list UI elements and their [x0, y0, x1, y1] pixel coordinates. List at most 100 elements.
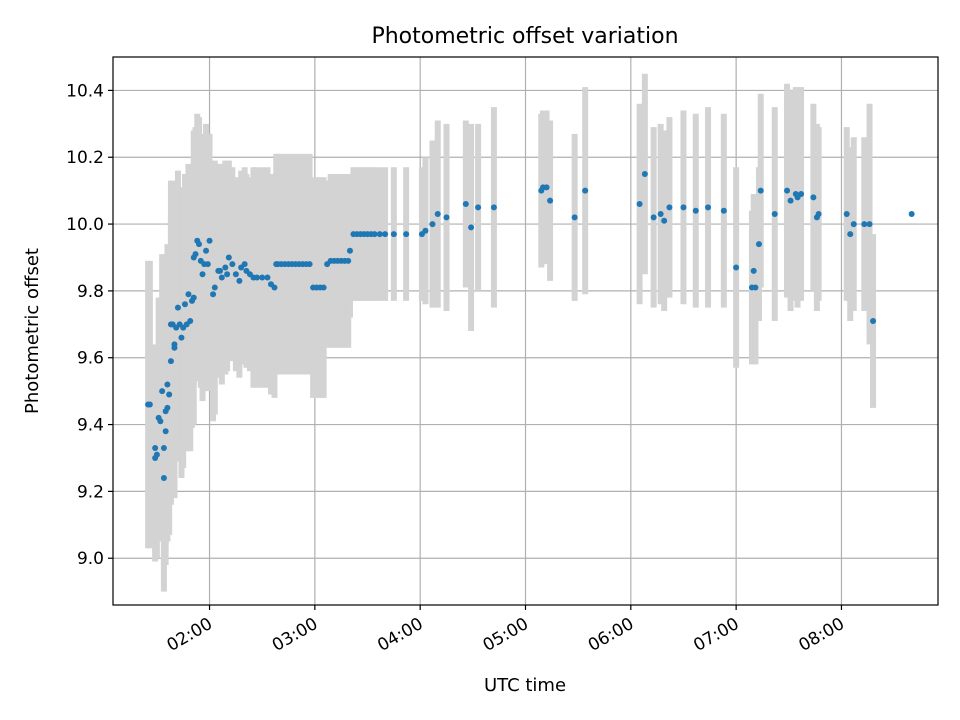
y-tick-label: 9.4: [77, 416, 104, 436]
data-point: [320, 284, 327, 291]
x-tick-label: 02:00: [164, 614, 216, 656]
data-point: [253, 274, 260, 281]
data-point: [203, 247, 210, 254]
data-point: [547, 197, 554, 204]
data-point: [371, 231, 378, 238]
data-point: [185, 291, 192, 298]
data-point: [229, 261, 236, 268]
data-point: [636, 201, 643, 208]
data-point: [815, 211, 822, 218]
data-point: [692, 207, 699, 214]
data-point: [582, 187, 589, 194]
chart-title: Photometric offset variation: [371, 24, 678, 49]
data-point: [187, 317, 194, 324]
data-point: [680, 204, 687, 211]
x-axis-label: UTC time: [484, 675, 566, 696]
data-point: [160, 475, 167, 482]
data-point: [661, 217, 668, 224]
data-point: [429, 221, 436, 228]
x-tick-label: 05:00: [480, 614, 532, 656]
data-point: [211, 284, 218, 291]
data-point: [490, 204, 497, 211]
data-point: [218, 274, 225, 281]
data-point: [798, 191, 805, 197]
data-point: [666, 204, 673, 211]
data-point: [475, 204, 482, 211]
data-point: [750, 267, 757, 274]
data-point: [733, 264, 740, 271]
y-tick-label: 10.0: [66, 215, 104, 235]
data-point: [204, 261, 211, 268]
data-point: [641, 170, 648, 177]
data-point: [162, 428, 169, 435]
data-point: [443, 214, 450, 221]
data-point: [225, 254, 232, 261]
data-point: [196, 241, 203, 248]
data-point: [382, 231, 389, 238]
data-point: [264, 274, 271, 281]
data-point: [152, 444, 159, 451]
data-point: [224, 271, 231, 278]
x-tick-label: 04:00: [374, 614, 426, 656]
data-point: [752, 284, 759, 291]
error-bars: [145, 73, 877, 592]
data-point: [657, 211, 664, 218]
data-point: [422, 227, 429, 234]
y-tick-label: 9.8: [77, 282, 104, 302]
data-point: [376, 231, 383, 238]
y-axis-label: Photometric offset: [22, 248, 43, 414]
x-tick-label: 07:00: [690, 614, 742, 656]
data-point: [164, 404, 171, 411]
data-point: [908, 211, 915, 218]
data-point: [757, 187, 764, 194]
data-point: [199, 271, 206, 278]
y-tick-label: 9.2: [77, 482, 104, 502]
data-point: [468, 224, 475, 231]
data-point: [146, 401, 153, 408]
data-point: [217, 267, 224, 274]
data-point: [192, 251, 199, 258]
data-point: [787, 197, 794, 204]
data-point: [206, 237, 213, 244]
data-point: [222, 264, 229, 271]
data-point: [543, 184, 550, 191]
data-point: [720, 207, 727, 214]
data-point: [159, 388, 166, 395]
data-point: [190, 294, 197, 301]
data-point: [210, 291, 217, 298]
y-tick-label: 9.0: [77, 549, 104, 569]
data-point: [843, 211, 850, 218]
data-point: [346, 247, 353, 254]
data-point: [259, 274, 266, 281]
data-point: [810, 194, 817, 201]
data-point: [870, 317, 877, 324]
data-point: [771, 211, 778, 218]
data-point: [160, 444, 167, 451]
data-point: [571, 214, 578, 221]
data-point: [650, 214, 657, 221]
data-point: [241, 261, 248, 268]
y-tick-label: 9.6: [77, 349, 104, 369]
data-point: [784, 187, 791, 194]
data-point: [181, 301, 188, 308]
data-point: [153, 451, 160, 458]
data-point: [271, 284, 278, 291]
x-tick-label: 03:00: [269, 614, 321, 656]
data-points: [145, 170, 915, 482]
data-point: [232, 271, 239, 278]
data-point: [755, 241, 762, 248]
data-point: [166, 391, 173, 398]
data-point: [847, 231, 854, 238]
data-point: [174, 304, 181, 311]
data-point: [850, 221, 857, 228]
data-point: [462, 201, 469, 208]
data-point: [306, 261, 313, 268]
data-point: [345, 257, 352, 264]
data-point: [866, 221, 873, 228]
x-tick-label: 08:00: [796, 614, 848, 656]
y-tick-label: 10.4: [66, 81, 104, 101]
data-point: [178, 334, 185, 341]
x-tick-label: 06:00: [585, 614, 637, 656]
y-tick-label: 10.2: [66, 148, 104, 168]
